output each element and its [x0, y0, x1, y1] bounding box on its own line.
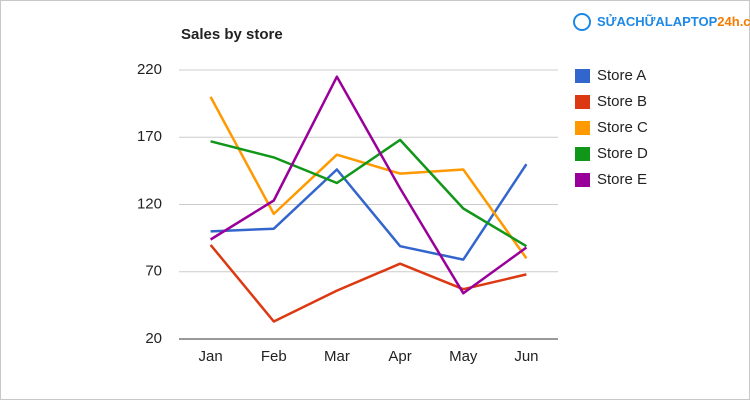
series-line — [210, 138, 528, 248]
legend-label: Store B — [597, 93, 647, 110]
y-tick-label: 220 — [137, 61, 162, 78]
x-tick-label: Feb — [261, 348, 287, 365]
legend-swatch — [575, 173, 590, 187]
y-tick-label: 70 — [145, 263, 162, 280]
legend-label: Store C — [597, 119, 648, 136]
series-line — [210, 163, 528, 261]
legend-label: Store A — [597, 67, 646, 84]
y-tick-label: 170 — [137, 128, 162, 145]
x-tick-label: Apr — [388, 348, 411, 365]
x-tick-label: Jun — [514, 348, 538, 365]
chart-title: Sales by store — [181, 26, 283, 43]
legend-swatch — [575, 95, 590, 109]
x-tick-label: Mar — [324, 348, 350, 365]
brand: SỬACHỮALAPTOP — [597, 14, 718, 29]
series-line — [209, 96, 528, 260]
legend-label: Store D — [597, 145, 648, 162]
watermark-brand: SỬACHỮALAPTOP24h.com — [597, 14, 750, 29]
series-line — [209, 75, 528, 295]
legend-swatch — [575, 121, 590, 135]
legend-swatch — [575, 69, 590, 83]
y-tick-label: 120 — [137, 195, 162, 212]
watermark: SỬACHỮALAPTOP24h.com — [573, 13, 750, 31]
brand-suffix: 24h.com — [717, 14, 750, 29]
x-tick-label: May — [449, 348, 478, 365]
legend-swatch — [575, 147, 590, 161]
legend-label: Store E — [597, 171, 647, 188]
y-tick-label: 20 — [145, 330, 162, 347]
x-tick-label: Jan — [198, 348, 222, 365]
logo-icon — [573, 13, 591, 31]
